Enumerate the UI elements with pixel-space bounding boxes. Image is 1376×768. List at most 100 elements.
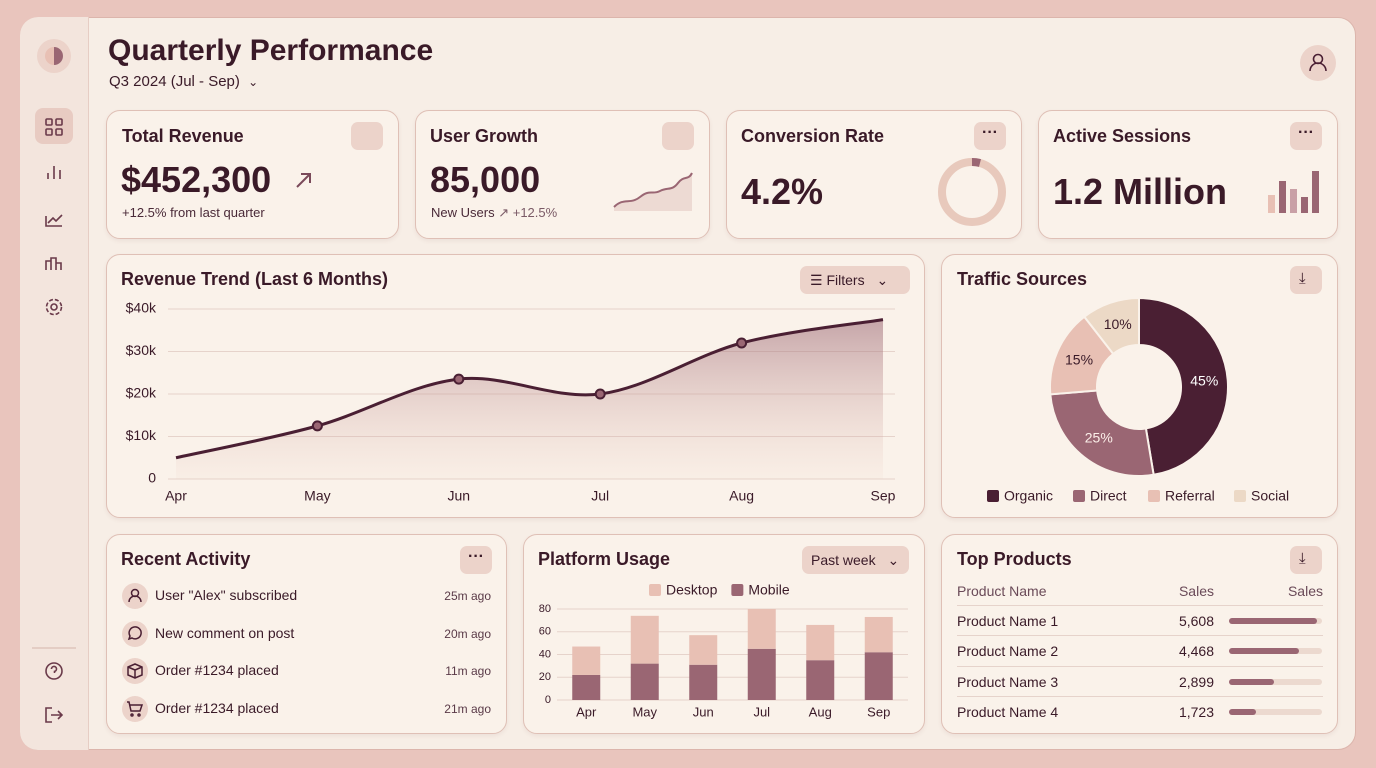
caret: ⌄ — [248, 75, 259, 89]
point — [594, 388, 606, 400]
bar-segment — [630, 663, 659, 700]
y-tick-label: $40k — [126, 300, 157, 316]
icon-button[interactable] — [662, 122, 694, 150]
filter-text: Filters — [826, 272, 865, 288]
nav-help[interactable] — [45, 662, 63, 680]
bar-segment — [572, 646, 601, 675]
legend-swatch — [1234, 490, 1246, 502]
more-button[interactable] — [1290, 122, 1322, 150]
legend-swatch — [649, 584, 661, 596]
x-tick-label: May — [632, 704, 657, 719]
download-icon: ⤓ — [1299, 270, 1306, 287]
x-tick-label: Aug — [809, 704, 832, 719]
range-button[interactable] — [802, 546, 909, 574]
sales-bar — [1229, 678, 1275, 685]
chart-title: Traffic Sources — [957, 269, 1088, 289]
product-name: Product Name 3 — [957, 673, 1059, 690]
bar-track — [1229, 678, 1322, 685]
point — [736, 337, 748, 349]
filter-button[interactable] — [800, 266, 910, 294]
area — [176, 319, 883, 479]
activity-icon — [122, 620, 148, 647]
range-label: Past week ⌄ — [811, 552, 900, 568]
x-tick-label: May — [304, 488, 330, 504]
progress-ring — [938, 158, 1006, 226]
bar-segment — [689, 635, 718, 665]
icon-button[interactable] — [351, 122, 383, 150]
trend-arrow — [296, 173, 311, 188]
y-tick-label: 0 — [148, 470, 156, 486]
product-sales: 2,899 — [1178, 673, 1214, 690]
x-tick-label: Jul — [591, 488, 609, 504]
activity-icon — [122, 583, 148, 609]
bar-segment — [747, 648, 776, 700]
logo-mark — [45, 47, 54, 65]
pie-slice — [1138, 296, 1229, 476]
period-label: Q3 2024 (Jul - Sep) — [109, 73, 240, 90]
nav-reports[interactable] — [45, 257, 62, 270]
sales-bar — [1229, 648, 1299, 655]
sparkline — [613, 172, 693, 211]
activity-icon — [122, 695, 148, 722]
bar-track — [1229, 708, 1322, 715]
product-sales: 5,608 — [1178, 613, 1214, 629]
kpi-value: $452,300 — [121, 159, 272, 200]
legend-label: Mobile — [748, 582, 789, 598]
kpi-change: +12.5% — [512, 205, 558, 220]
kpi-value: 1.2 Million — [1053, 171, 1228, 212]
logo-mark — [54, 47, 63, 65]
row-divider — [957, 665, 1323, 667]
activity-text: User "Alex" subscribed — [155, 587, 298, 603]
download-button[interactable] — [1290, 266, 1322, 294]
nav-active[interactable] — [35, 108, 73, 144]
bar-segment — [572, 674, 601, 700]
legend-label: Organic — [1004, 488, 1053, 504]
row-divider — [957, 695, 1323, 697]
more-button[interactable] — [974, 122, 1006, 150]
more-button[interactable] — [460, 546, 492, 574]
activity-time: 21m ago — [444, 701, 491, 716]
y-tick-label: 20 — [539, 671, 551, 683]
nav-trends[interactable] — [45, 214, 63, 227]
product-name: Product Name 1 — [957, 613, 1059, 629]
kpi-value: 85,000 — [430, 159, 541, 200]
bar-segment — [864, 616, 893, 653]
download-button[interactable] — [1290, 546, 1322, 574]
chart-title: Platform Usage — [538, 549, 671, 569]
legend-label: Referral — [1165, 488, 1215, 504]
y-tick-label: 0 — [545, 694, 551, 706]
point — [453, 373, 465, 385]
nav-logout[interactable] — [45, 707, 64, 723]
nav-settings[interactable] — [45, 298, 63, 316]
kpi-value: 4.2% — [741, 171, 824, 212]
kpi-title: Total Revenue — [122, 126, 244, 146]
product-name: Product Name 2 — [957, 643, 1059, 660]
point — [311, 420, 323, 432]
bar-segment — [747, 609, 776, 649]
range-text: Past week — [811, 552, 876, 568]
legend-swatch — [987, 490, 999, 502]
kpi-title: Conversion Rate — [741, 126, 885, 146]
period-selector[interactable]: Q3 2024 (Jul - Sep) ⌄ — [109, 73, 258, 90]
nav-analytics[interactable] — [47, 166, 61, 179]
chart-title: Revenue Trend (Last 6 Months) — [121, 269, 389, 289]
kpi-card: Active Sessions ··· 1.2 Million — [1038, 110, 1338, 239]
data-label: 15% — [1065, 351, 1093, 367]
data-label: 45% — [1190, 372, 1218, 388]
card-title: Top Products — [957, 549, 1072, 569]
data-label: 10% — [1104, 316, 1132, 332]
y-tick-label: 60 — [539, 626, 551, 638]
nav-dashboard[interactable] — [45, 118, 63, 136]
column-header: Product Name — [957, 583, 1047, 599]
x-tick-label: Jul — [753, 704, 770, 719]
pie-slice — [1082, 296, 1140, 356]
activity-time: 20m ago — [444, 626, 491, 641]
x-tick-label: Aug — [729, 488, 754, 504]
filter-label: ☰ Filters ⌄ — [810, 272, 889, 288]
activity-time: 11m ago — [445, 664, 491, 678]
legend-swatch — [731, 584, 744, 596]
avatar[interactable] — [1299, 44, 1337, 82]
kpi-title: Active Sessions — [1053, 126, 1192, 146]
x-tick-label: Jun — [693, 704, 714, 719]
